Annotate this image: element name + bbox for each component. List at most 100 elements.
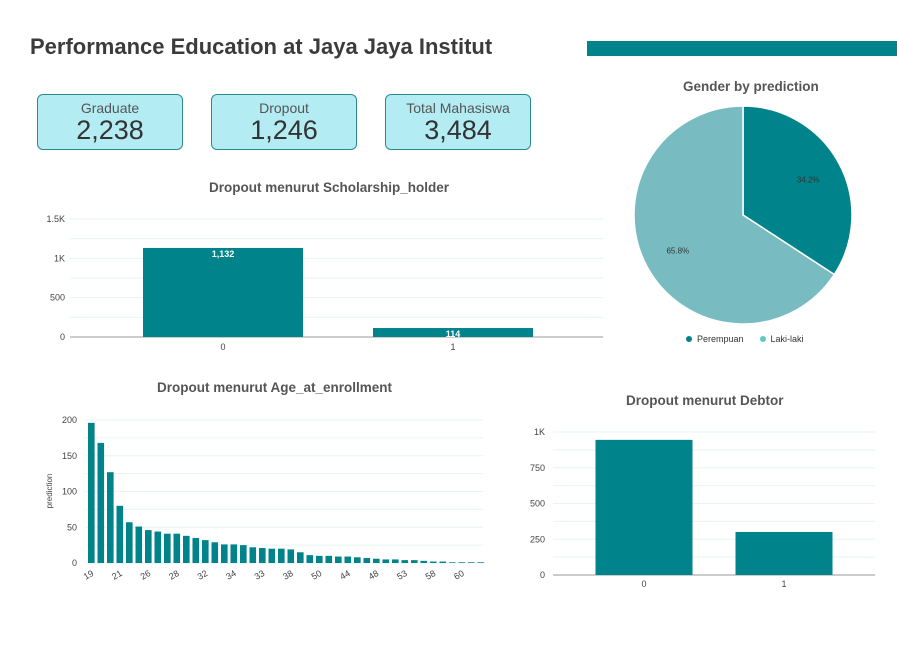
bar (411, 560, 418, 563)
chart-title-gender: Gender by prediction (683, 79, 819, 94)
bar (145, 530, 152, 563)
pie-data-label: 65.8% (666, 246, 689, 255)
x-tick-label: 48 (367, 568, 381, 582)
y-tick-label: 500 (530, 499, 545, 509)
x-tick-label: 0 (220, 342, 225, 352)
y-tick-label: 0 (60, 332, 65, 342)
bar (354, 557, 361, 563)
kpi-value: 2,238 (76, 115, 144, 145)
y-tick-label: 200 (62, 415, 77, 425)
bar (439, 561, 447, 563)
legend-label-perempuan: Perempuan (697, 334, 744, 344)
data-label: 114 (446, 329, 461, 339)
bar (458, 562, 466, 563)
x-tick-label: 32 (196, 568, 210, 582)
x-tick-label: 53 (395, 568, 409, 582)
pie-data-label: 34.2% (797, 176, 820, 185)
bar (420, 560, 428, 563)
y-tick-label: 500 (50, 293, 65, 303)
pie-legend: Perempuan Laki-laki (686, 334, 804, 344)
x-tick-label: 33 (253, 568, 267, 582)
bar (316, 555, 323, 563)
bar (183, 535, 190, 563)
bar (335, 556, 342, 563)
bar (221, 544, 228, 563)
y-axis-title: prediction (45, 474, 54, 509)
y-tick-label: 0 (540, 570, 545, 580)
bar (249, 547, 257, 563)
bar (287, 549, 295, 563)
bar (468, 562, 475, 563)
bar (143, 247, 303, 337)
legend-swatch-perempuan (686, 336, 692, 342)
bar (116, 505, 124, 563)
kpi-value: 1,246 (250, 115, 318, 145)
data-label: 1,132 (212, 249, 235, 259)
x-tick-label: 50 (310, 568, 324, 582)
bar (373, 558, 380, 563)
bar (135, 526, 143, 563)
kpi-value: 3,484 (424, 115, 492, 145)
bar (173, 533, 181, 563)
y-tick-label: 150 (62, 451, 77, 461)
bar (595, 439, 693, 575)
bar (268, 548, 276, 563)
bar (477, 562, 485, 563)
x-tick-label: 44 (338, 568, 352, 582)
y-tick-label: 1K (534, 427, 545, 437)
y-tick-label: 1.5K (46, 214, 65, 224)
bar (306, 555, 314, 563)
bar (259, 547, 266, 563)
bar (392, 559, 399, 563)
kpi-card-graduate: Graduate 2,238 (37, 94, 183, 150)
bar (278, 548, 285, 563)
y-tick-label: 0 (72, 558, 77, 568)
bar (107, 472, 114, 563)
y-tick-label: 100 (62, 487, 77, 497)
bar (192, 537, 200, 563)
legend-swatch-laki-laki (759, 336, 766, 342)
kpi-label: Dropout (259, 100, 309, 116)
chart-title-scholarship: Dropout menurut Scholarship_holder (209, 180, 450, 195)
bar (88, 422, 95, 563)
x-tick-label: 60 (452, 568, 466, 582)
x-tick-label: 0 (641, 579, 646, 589)
chart-title-age: Dropout menurut Age_at_enrollment (157, 380, 393, 395)
x-tick-label: 26 (139, 568, 153, 582)
x-tick-label: 34 (224, 568, 238, 582)
bar (164, 533, 171, 563)
bar (154, 531, 162, 563)
bar (373, 328, 533, 337)
y-tick-label: 750 (530, 463, 545, 473)
legend-label-laki-laki: Laki-laki (770, 334, 804, 344)
bar (401, 560, 409, 563)
bar (240, 545, 247, 563)
bar (211, 542, 219, 563)
bar (126, 522, 133, 563)
kpi-label: Total Mahasiswa (406, 100, 510, 116)
bar (382, 559, 390, 563)
x-tick-label: 28 (167, 568, 181, 582)
bar (449, 562, 456, 563)
bar (363, 557, 371, 563)
x-tick-label: 21 (110, 568, 124, 582)
bar (230, 544, 238, 563)
bar (430, 561, 437, 563)
x-tick-label: 1 (781, 579, 786, 589)
x-tick-label: 19 (82, 568, 96, 582)
y-tick-label: 50 (67, 522, 77, 532)
header-accent-bar (587, 41, 897, 56)
bar (297, 552, 304, 563)
x-tick-label: 38 (281, 568, 295, 582)
kpi-card-total-mahasiswa: Total Mahasiswa 3,484 (385, 94, 531, 150)
y-tick-label: 1K (54, 253, 65, 263)
bar (97, 442, 105, 563)
x-tick-label: 58 (424, 568, 438, 582)
bar (735, 531, 833, 575)
kpi-card-dropout: Dropout 1,246 (211, 94, 357, 150)
bar (202, 540, 209, 563)
bar (344, 556, 352, 563)
y-tick-label: 250 (530, 534, 545, 544)
chart-title-debtor: Dropout menurut Debtor (626, 393, 784, 408)
